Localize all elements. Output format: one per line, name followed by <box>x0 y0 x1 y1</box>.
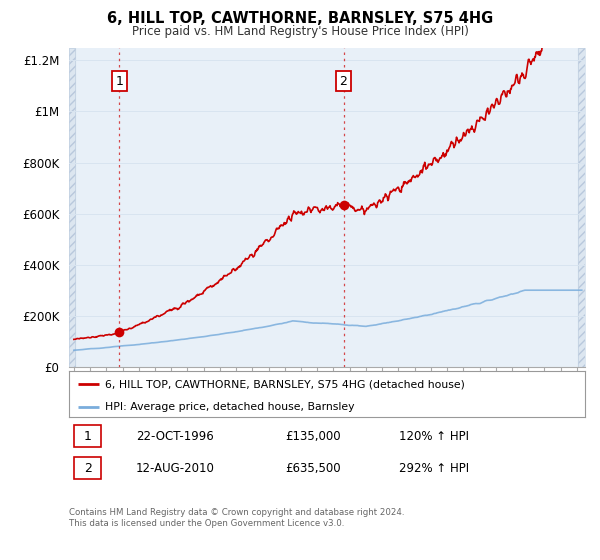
FancyBboxPatch shape <box>74 425 101 447</box>
Text: 2: 2 <box>340 74 347 87</box>
Text: £635,500: £635,500 <box>286 461 341 475</box>
Text: This data is licensed under the Open Government Licence v3.0.: This data is licensed under the Open Gov… <box>69 519 344 528</box>
Text: £135,000: £135,000 <box>286 430 341 443</box>
Text: 292% ↑ HPI: 292% ↑ HPI <box>399 461 469 475</box>
Text: 120% ↑ HPI: 120% ↑ HPI <box>399 430 469 443</box>
Text: 6, HILL TOP, CAWTHORNE, BARNSLEY, S75 4HG (detached house): 6, HILL TOP, CAWTHORNE, BARNSLEY, S75 4H… <box>105 379 465 389</box>
Text: 1: 1 <box>83 430 92 443</box>
Text: 1: 1 <box>116 74 124 87</box>
FancyBboxPatch shape <box>74 457 101 479</box>
Text: HPI: Average price, detached house, Barnsley: HPI: Average price, detached house, Barn… <box>105 402 355 412</box>
Text: Price paid vs. HM Land Registry's House Price Index (HPI): Price paid vs. HM Land Registry's House … <box>131 25 469 38</box>
Text: 12-AUG-2010: 12-AUG-2010 <box>136 461 215 475</box>
Text: 2: 2 <box>83 461 92 475</box>
Text: 6, HILL TOP, CAWTHORNE, BARNSLEY, S75 4HG: 6, HILL TOP, CAWTHORNE, BARNSLEY, S75 4H… <box>107 11 493 26</box>
Text: Contains HM Land Registry data © Crown copyright and database right 2024.: Contains HM Land Registry data © Crown c… <box>69 508 404 517</box>
Text: 22-OCT-1996: 22-OCT-1996 <box>136 430 214 443</box>
